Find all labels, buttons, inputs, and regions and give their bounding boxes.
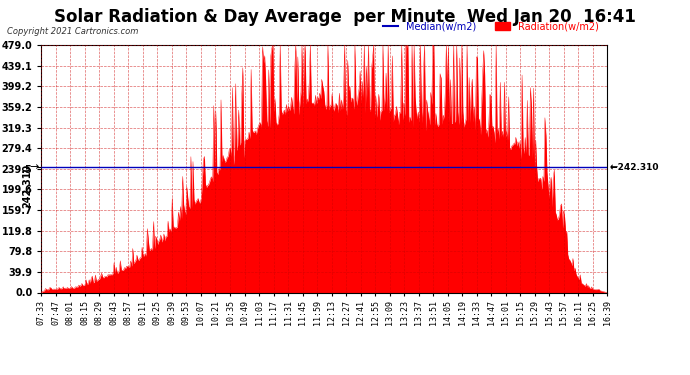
Text: ←242.310: ←242.310 [607,163,659,172]
Text: Copyright 2021 Cartronics.com: Copyright 2021 Cartronics.com [7,27,138,36]
Legend: Median(w/m2), Radiation(w/m2): Median(w/m2), Radiation(w/m2) [380,18,602,36]
Text: →: → [29,162,39,172]
Text: ←: ← [610,162,618,172]
Text: Solar Radiation & Day Average  per Minute  Wed Jan 20  16:41: Solar Radiation & Day Average per Minute… [54,8,636,26]
